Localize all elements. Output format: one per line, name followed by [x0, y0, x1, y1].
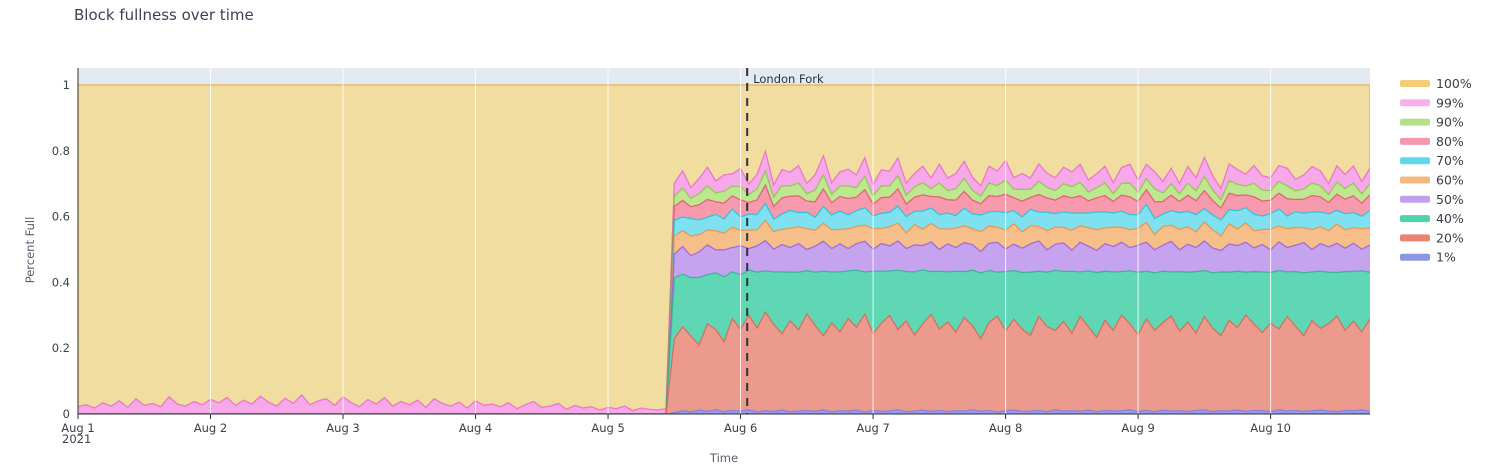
legend-item-70%[interactable]: 70%: [1400, 153, 1464, 168]
y-axis-tick-label: 0.4: [52, 275, 70, 289]
legend-swatch: [1400, 157, 1430, 165]
legend-label: 40%: [1436, 211, 1464, 226]
area-line-80%: [78, 183, 1370, 414]
plot-top-band: [78, 68, 1370, 85]
y-axis-tick-label: 1: [63, 78, 70, 92]
annotation-layer[interactable]: London Fork: [746, 68, 824, 414]
area-line-40%: [78, 269, 1370, 414]
annotation-label-london-fork[interactable]: London Fork: [753, 72, 824, 86]
y-axis-tick-label: 0.8: [52, 144, 70, 158]
legend-item-50%[interactable]: 50%: [1400, 192, 1464, 207]
legend-label: 50%: [1436, 192, 1464, 207]
plot-area: London Fork: [78, 68, 1370, 414]
series-layer: [78, 84, 1370, 414]
area-line-50%: [78, 239, 1370, 414]
area-series-50%: [78, 240, 1370, 414]
legend-item-1%[interactable]: 1%: [1400, 250, 1456, 265]
legend-item-90%[interactable]: 90%: [1400, 115, 1464, 130]
x-axis-tick-label: Aug 7: [856, 421, 889, 435]
legend-label: 70%: [1436, 153, 1464, 168]
legend-swatch: [1400, 195, 1430, 203]
area-series-70%: [78, 203, 1370, 414]
area-line-90%: [78, 169, 1370, 414]
chart-legend[interactable]: 100% 99% 90% 80% 70% 60% 50% 40% 20% 1%: [1400, 76, 1472, 265]
x-axis-tick-label: Aug 2: [194, 421, 227, 435]
legend-label: 80%: [1436, 134, 1464, 149]
y-axis: 0 0.2 0.4 0.6 0.8 1: [52, 68, 79, 421]
x-axis-tick-label: Aug 10: [1250, 421, 1291, 435]
x-axis: Aug 1 Aug 2 Aug 3 Aug 4 Aug 5 Aug 6 Aug 7 Aug 8…: [61, 413, 1370, 435]
area-series-20%: [78, 312, 1370, 414]
legend-swatch: [1400, 137, 1430, 145]
x-axis-tick-label: Aug 1: [61, 421, 94, 435]
area-line-1%: [78, 408, 1370, 414]
legend-item-60%[interactable]: 60%: [1400, 173, 1464, 188]
y-axis-tick-label: 0.2: [52, 341, 70, 355]
x-axis-tick-label: Aug 6: [724, 421, 757, 435]
legend-label: 60%: [1436, 173, 1464, 188]
legend-swatch: [1400, 118, 1430, 126]
legend-label: 20%: [1436, 230, 1464, 245]
area-line-60%: [78, 219, 1370, 414]
x-axis-tick-label: Aug 9: [1121, 421, 1154, 435]
area-line-70%: [78, 202, 1370, 414]
y-axis-tick-label: 0.6: [52, 210, 70, 224]
legend-item-40%[interactable]: 40%: [1400, 211, 1464, 226]
legend-item-20%[interactable]: 20%: [1400, 230, 1464, 245]
legend-label: 99%: [1436, 95, 1464, 110]
grid-layer: [210, 68, 1272, 414]
legend-swatch: [1400, 215, 1430, 223]
legend-item-80%[interactable]: 80%: [1400, 134, 1464, 149]
legend-label: 90%: [1436, 115, 1464, 130]
legend-swatch: [1400, 99, 1430, 107]
x-axis-tick-label: Aug 8: [989, 421, 1022, 435]
x-axis-tick-label: Aug 5: [591, 421, 624, 435]
x-axis-tick-label: Aug 4: [459, 421, 492, 435]
legend-swatch: [1400, 80, 1430, 87]
legend-label: 100%: [1436, 76, 1472, 91]
legend-swatch: [1400, 253, 1430, 261]
x-axis-title: Time: [709, 451, 738, 465]
area-series-80%: [78, 185, 1370, 414]
y-axis-tick-label: 0: [63, 407, 70, 421]
legend-swatch: [1400, 176, 1430, 184]
legend-swatch: [1400, 234, 1430, 242]
x-axis-tick-label: Aug 3: [326, 421, 359, 435]
legend-item-100%[interactable]: 100%: [1400, 76, 1472, 91]
area-series-99%: [78, 151, 1370, 414]
legend-label: 1%: [1436, 250, 1456, 265]
chart-title: Block fullness over time: [74, 6, 254, 24]
y-axis-title: Percent Full: [23, 217, 37, 284]
area-line-99%: [78, 149, 1370, 412]
area-series-60%: [78, 220, 1370, 414]
x-axis-year-label: 2021: [62, 432, 91, 446]
legend-item-99%[interactable]: 99%: [1400, 95, 1464, 110]
area-line-20%: [78, 310, 1370, 414]
